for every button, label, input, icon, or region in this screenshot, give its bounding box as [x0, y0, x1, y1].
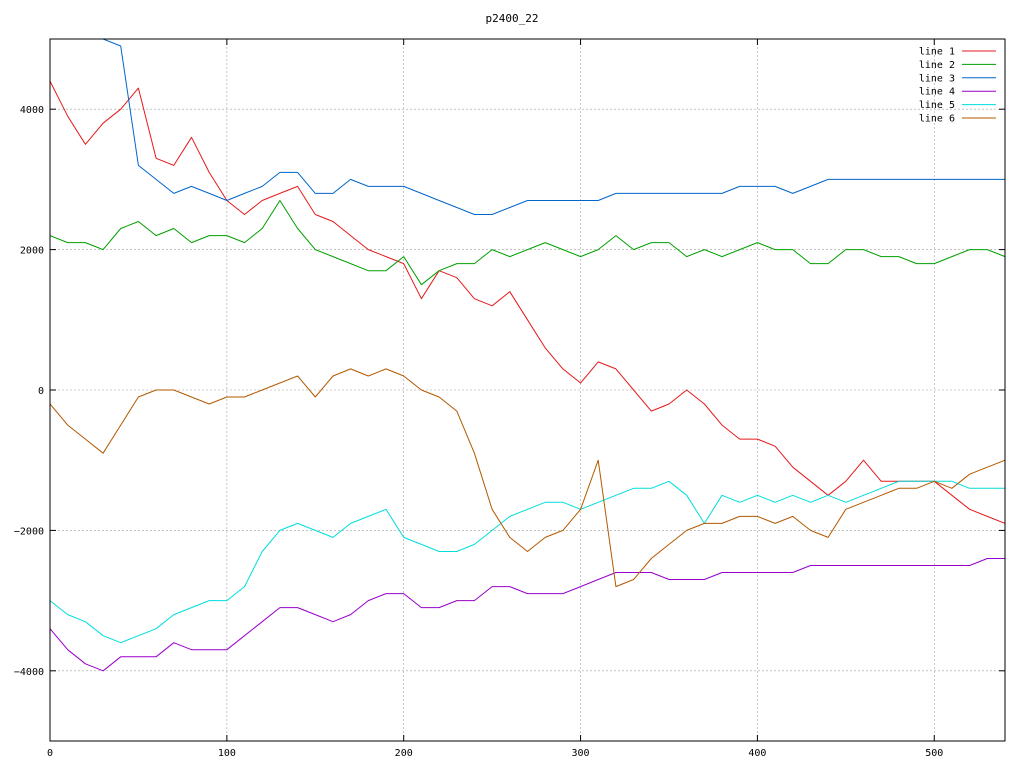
axis-ticks: 0 100 200 300 400 500 −4000 −2000 0 2000 4000: [14, 39, 1005, 759]
y-tick-label: −4000: [14, 667, 44, 678]
y-tick-label: 0: [38, 386, 44, 397]
x-tick-label: 300: [572, 748, 590, 759]
grid: [50, 39, 1005, 741]
legend-label-1: line 1: [919, 47, 955, 58]
legend-label-3: line 3: [919, 73, 955, 84]
legend-label-2: line 2: [919, 60, 955, 71]
series-line-6: [50, 368, 1005, 588]
x-tick-label: 200: [395, 748, 413, 759]
series-line-1: [50, 80, 1005, 524]
series-line-5: [50, 480, 1005, 644]
legend-label-5: line 5: [919, 100, 955, 111]
y-tick-label: 4000: [20, 105, 44, 116]
x-tick-label: 100: [218, 748, 236, 759]
chart-title: p2400_22: [486, 12, 539, 25]
legend: line 1 line 2 line 3 line 4 line 5 line 6: [919, 47, 996, 125]
legend-label-4: line 4: [919, 87, 955, 98]
series-line-4: [50, 558, 1005, 672]
series-line-3: [84, 39, 1005, 215]
series-group: [50, 39, 1005, 672]
legend-label-6: line 6: [919, 114, 955, 125]
x-tick-label: 500: [925, 748, 943, 759]
y-tick-label: −2000: [14, 526, 44, 537]
x-tick-label: 0: [47, 748, 53, 759]
x-tick-label: 400: [748, 748, 766, 759]
y-tick-label: 2000: [20, 246, 44, 257]
series-line-2: [50, 200, 1005, 286]
